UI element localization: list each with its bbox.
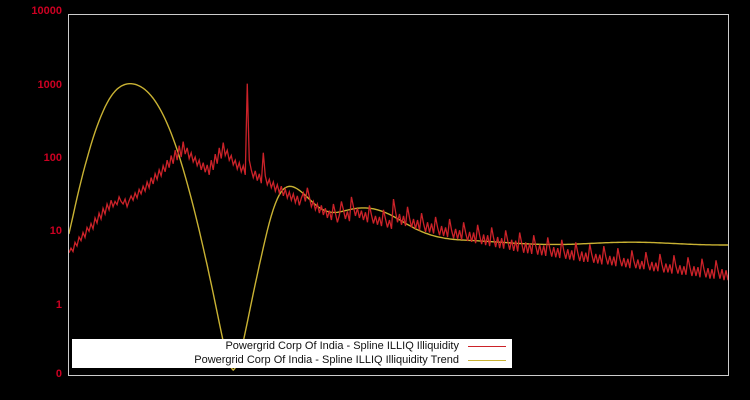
ytick-label-10000: 10000: [31, 5, 62, 18]
ytick-label-1: 1: [55, 298, 62, 311]
series-line-illiquidity: [69, 83, 728, 281]
ytick-label-1000: 1000: [37, 78, 62, 91]
chart-legend: Powergrid Corp Of India - Spline ILLIQ I…: [72, 339, 512, 368]
ytick-label-0: 0: [55, 367, 62, 380]
ytick-label-10: 10: [49, 225, 62, 238]
legend-entry-trend: Powergrid Corp Of India - Spline ILLIQ I…: [72, 353, 512, 367]
legend-entry-illiquidity: Powergrid Corp Of India - Spline ILLIQ I…: [72, 339, 512, 353]
legend-label-trend: Powergrid Corp Of India - Spline ILLIQ I…: [194, 354, 459, 366]
legend-swatch-illiquidity: [468, 345, 506, 347]
plot-area-border: [68, 14, 729, 376]
ytick-label-100: 100: [43, 152, 62, 165]
legend-swatch-trend: [468, 359, 506, 361]
series-line-trend: [69, 82, 728, 371]
legend-label-illiquidity: Powergrid Corp Of India - Spline ILLIQ I…: [225, 340, 459, 352]
